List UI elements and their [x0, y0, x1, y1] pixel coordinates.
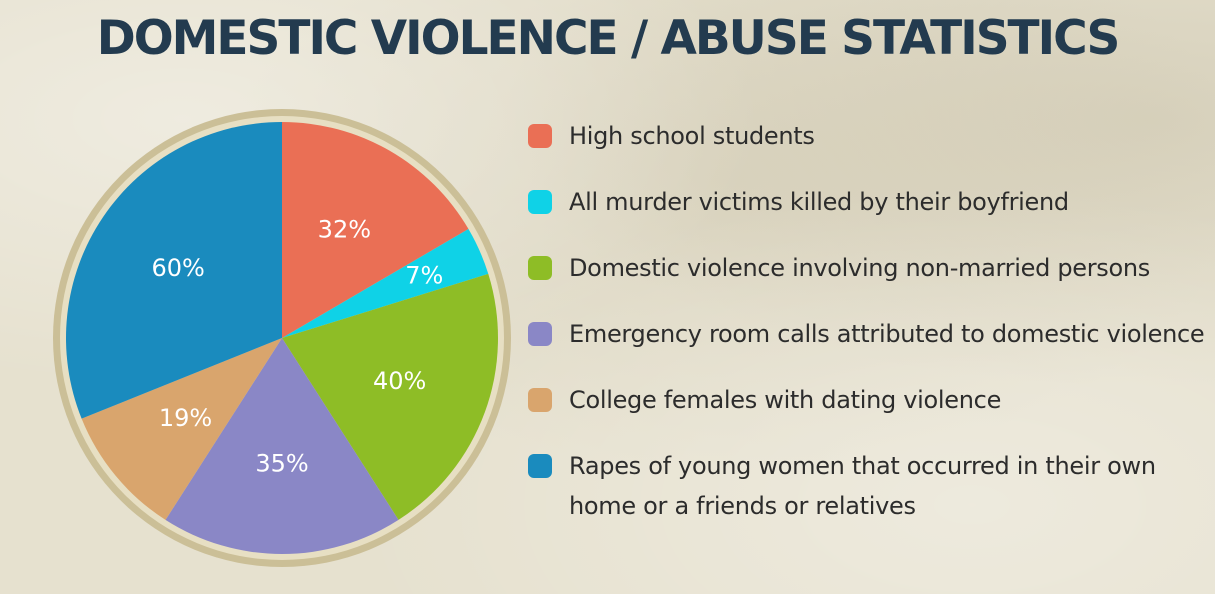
legend-item: High school students: [528, 116, 1208, 156]
pie-slice: [65, 122, 282, 419]
pie-slice: [282, 273, 499, 520]
pie-slice-label: 40%: [373, 367, 426, 395]
legend-swatch: [528, 124, 552, 148]
chart-title: DOMESTIC VIOLENCE / ABUSE STATISTICS: [96, 11, 1121, 66]
pie-slice-label: 32%: [318, 215, 371, 243]
legend-label: Rapes of young women that occurred in th…: [569, 452, 1156, 520]
legend-swatch: [528, 256, 552, 280]
legend-item: Rapes of young women that occurred in th…: [528, 446, 1208, 526]
legend-swatch: [528, 388, 552, 412]
legend-item: College females with dating violence: [528, 380, 1208, 420]
legend: High school students All murder victims …: [528, 116, 1208, 552]
pie-slice-label: 60%: [152, 254, 205, 282]
pie-chart: 32% 7% 40% 35% 19% 60%: [53, 109, 511, 567]
pie-slice: [282, 122, 469, 338]
pie-slice: [282, 228, 489, 338]
legend-item: Domestic violence involving non-married …: [528, 248, 1208, 288]
legend-label: Domestic violence involving non-married …: [569, 254, 1151, 282]
legend-swatch: [528, 190, 552, 214]
legend-label: High school students: [569, 122, 815, 150]
pie-slice: [165, 338, 399, 554]
pie-slice: [81, 338, 282, 520]
pie-slices: [65, 122, 499, 554]
legend-label: College females with dating violence: [569, 386, 1002, 414]
legend-swatch: [528, 322, 552, 346]
legend-label: Emergency room calls attributed to domes…: [569, 320, 1205, 348]
legend-item: Emergency room calls attributed to domes…: [528, 314, 1208, 354]
pie-slice-label: 35%: [255, 449, 308, 477]
pie-value-labels: 32% 7% 40% 35% 19% 60%: [152, 215, 444, 477]
pie-slice-label: 19%: [159, 404, 212, 432]
pie-slice-label: 7%: [405, 261, 443, 289]
legend-item: All murder victims killed by their boyfr…: [528, 182, 1208, 222]
legend-label: All murder victims killed by their boyfr…: [569, 188, 1069, 216]
legend-swatch: [528, 454, 552, 478]
